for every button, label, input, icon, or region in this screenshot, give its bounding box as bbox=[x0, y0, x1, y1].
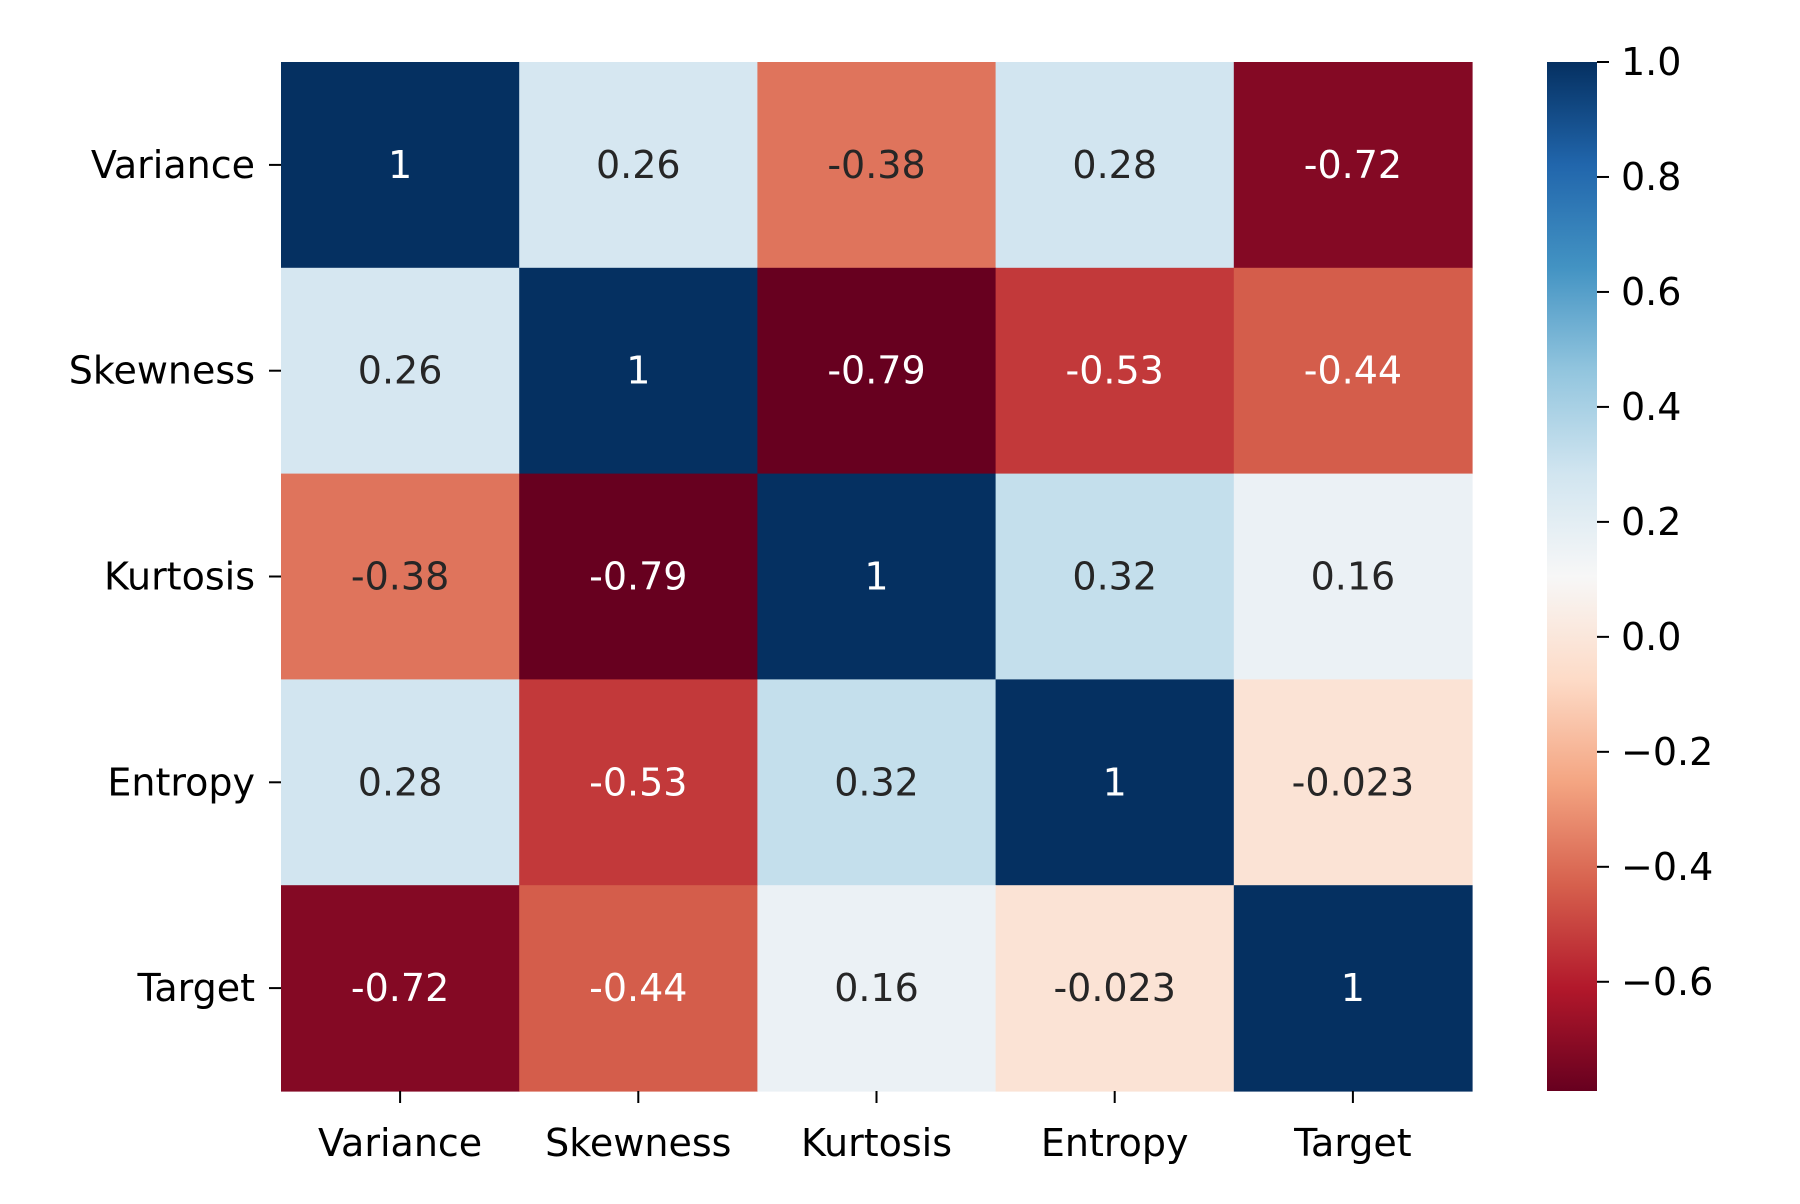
colorbar-tick-label: 0.4 bbox=[1621, 385, 1681, 429]
colorbar-tick-label: 1.0 bbox=[1621, 40, 1681, 84]
heatmap-cell bbox=[281, 885, 520, 1092]
heatmap-cell bbox=[995, 885, 1235, 1092]
cell-value-label: -0.72 bbox=[1304, 143, 1402, 187]
heatmap-cell bbox=[281, 679, 520, 886]
cell-value-label: -0.79 bbox=[827, 349, 925, 393]
y-axis: Variance Skewness Kurtosis Entropy Target bbox=[69, 143, 281, 1010]
heatmap-cell bbox=[995, 473, 1235, 680]
heatmap-cell bbox=[519, 62, 758, 269]
cell-value-label: 0.32 bbox=[834, 760, 919, 804]
cell-value-label: -0.53 bbox=[1066, 349, 1164, 393]
heatmap-cell bbox=[757, 62, 997, 269]
y-tick-label: Entropy bbox=[107, 760, 255, 804]
heatmap-cell bbox=[757, 679, 997, 886]
heatmap-cell bbox=[1233, 473, 1473, 680]
x-tick-label: Skewness bbox=[545, 1121, 731, 1165]
heatmap-cell-labels: 1 0.26 -0.38 0.28 -0.72 0.26 1 -0.79 -0.53 -0.44 -… bbox=[351, 143, 1414, 1010]
cell-value-label: -0.023 bbox=[1053, 966, 1176, 1010]
cell-value-label: -0.79 bbox=[589, 555, 687, 599]
y-tick-label: Kurtosis bbox=[104, 555, 255, 599]
cell-value-label: 0.16 bbox=[834, 966, 919, 1010]
colorbar-tick-label: 0.2 bbox=[1621, 500, 1681, 544]
heatmap-cell bbox=[995, 679, 1235, 886]
colorbar-tick-label: −0.4 bbox=[1621, 845, 1713, 889]
y-tick-label: Skewness bbox=[69, 349, 255, 393]
heatmap-cell bbox=[995, 62, 1235, 269]
heatmap-cell bbox=[519, 473, 758, 680]
heatmap-cell bbox=[995, 267, 1235, 475]
heatmap-cell bbox=[757, 473, 997, 680]
heatmap-cell bbox=[1233, 885, 1473, 1092]
colorbar: 1.0 0.8 0.6 0.4 0.2 0.0 −0.2 −0.4 −0.6 bbox=[1547, 40, 1713, 1091]
cell-value-label: 1 bbox=[626, 349, 650, 393]
cell-value-label: 1 bbox=[388, 143, 412, 187]
heatmap-cell bbox=[519, 267, 758, 475]
cell-value-label: -0.72 bbox=[351, 966, 449, 1010]
cell-value-label: -0.023 bbox=[1292, 760, 1415, 804]
cell-value-label: 0.28 bbox=[358, 760, 443, 804]
cell-value-label: 0.28 bbox=[1072, 143, 1157, 187]
cell-value-label: 0.16 bbox=[1311, 555, 1396, 599]
cell-value-label: -0.44 bbox=[1304, 349, 1402, 393]
cell-value-label: -0.38 bbox=[351, 555, 449, 599]
cell-value-label: -0.44 bbox=[589, 966, 687, 1010]
x-tick-label: Kurtosis bbox=[801, 1121, 952, 1165]
x-axis: Variance Skewness Kurtosis Entropy Target bbox=[318, 1091, 1412, 1165]
heatmap-cell bbox=[519, 679, 758, 886]
colorbar-tick-label: 0.8 bbox=[1621, 155, 1681, 199]
x-tick-label: Entropy bbox=[1041, 1121, 1189, 1165]
cell-value-label: -0.38 bbox=[827, 143, 925, 187]
cell-value-label: 0.32 bbox=[1072, 555, 1157, 599]
y-tick-label: Variance bbox=[91, 143, 255, 187]
heatmap-cells bbox=[281, 62, 1473, 1092]
x-tick-label: Variance bbox=[318, 1121, 482, 1165]
heatmap-cell bbox=[281, 267, 520, 475]
heatmap-cell bbox=[1233, 62, 1473, 269]
heatmap-cell bbox=[519, 885, 758, 1092]
y-tick-label: Target bbox=[136, 966, 255, 1010]
colorbar-gradient bbox=[1547, 62, 1597, 1091]
cell-value-label: -0.53 bbox=[589, 760, 687, 804]
cell-value-label: 1 bbox=[1103, 760, 1127, 804]
x-tick-label: Target bbox=[1293, 1121, 1412, 1165]
heatmap-cell bbox=[281, 473, 520, 680]
heatmap-cell bbox=[281, 62, 520, 269]
colorbar-tick-label: 0.6 bbox=[1621, 270, 1681, 314]
heatmap-cell bbox=[1233, 679, 1473, 886]
colorbar-tick-label: −0.6 bbox=[1621, 960, 1713, 1004]
cell-value-label: 0.26 bbox=[596, 143, 681, 187]
colorbar-tick-label: 0.0 bbox=[1621, 615, 1681, 659]
cell-value-label: 1 bbox=[1341, 966, 1365, 1010]
cell-value-label: 1 bbox=[864, 555, 888, 599]
heatmap-cell bbox=[1233, 267, 1473, 475]
colorbar-tick-label: −0.2 bbox=[1621, 730, 1713, 774]
cell-value-label: 0.26 bbox=[358, 349, 443, 393]
heatmap-cell bbox=[757, 267, 997, 475]
heatmap-cell bbox=[757, 885, 997, 1092]
